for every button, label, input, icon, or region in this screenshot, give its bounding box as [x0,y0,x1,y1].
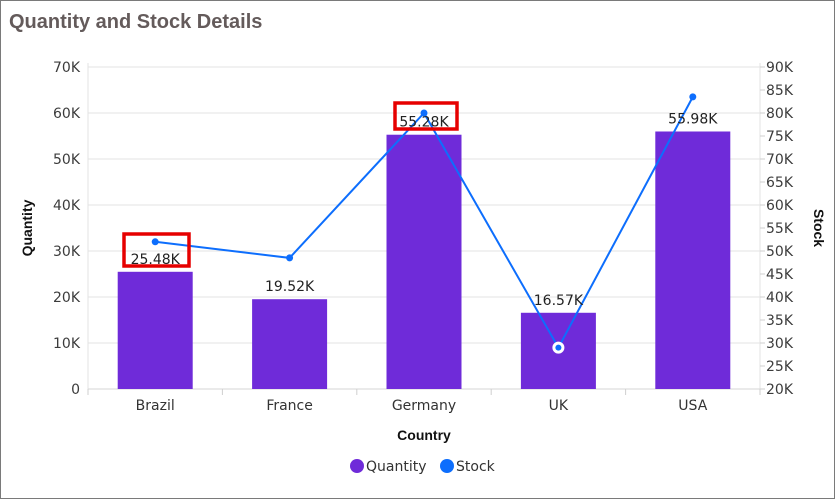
y-axis-tick-label: 0 [71,382,80,398]
y2-axis-tick-label: 60K [766,198,794,214]
x-axis-label-usa: USA [678,398,707,414]
y-axis-tick-label: 70K [53,60,81,76]
chart-title: Quantity and Stock Details [9,11,263,33]
highlight-box-germany [393,101,459,131]
y2-axis-tick-label: 40K [766,290,794,306]
bar-germany[interactable] [386,134,462,389]
legend-label: Stock [456,459,496,475]
y2-axis-tick-label: 50K [766,244,794,260]
y-axis-tick-label: 40K [53,198,81,214]
y-axis-tick-label: 10K [53,336,81,352]
quantity-bars [117,131,731,389]
y2-axis-tick-label: 20K [766,382,794,398]
y2-axis-tick-label: 30K [766,336,794,352]
y-axis-tick-label: 60K [53,106,81,122]
data-label-france: 19.52K [265,279,315,295]
x-axis-label-france: France [266,398,313,414]
legend-label: Quantity [366,459,427,475]
y-axis-tick-label: 20K [53,290,81,306]
stock-marker-germany[interactable] [420,109,428,117]
bar-brazil[interactable] [117,271,193,389]
y-axis-tick-label: 30K [53,244,81,260]
stock-marker-dot [555,344,562,351]
x-axis-label-brazil: Brazil [136,398,175,414]
stock-marker-brazil[interactable] [151,238,159,246]
y2-axis-tick-label: 85K [766,83,794,99]
stock-marker-france[interactable] [286,254,294,262]
data-label-usa: 55.98K [668,111,718,127]
x-axis-label-uk: UK [549,398,569,414]
bar-usa[interactable] [655,131,731,389]
stock-marker-usa[interactable] [689,93,697,101]
y2-axis-tick-label: 55K [766,221,794,237]
data-label-germany: 55.28K [399,115,449,131]
legend-marker-icon [350,459,364,473]
x-axis-title: Country [397,427,451,443]
bar-france[interactable] [252,299,328,389]
x-axis-label-germany: Germany [392,398,456,414]
y2-axis-tick-label: 80K [766,106,794,122]
y2-axis-tick-label: 35K [766,313,794,329]
legend-item-stock[interactable]: Stock [440,459,496,475]
y-axis-tick-label: 50K [53,152,81,168]
y2-axis-tick-label: 25K [766,359,794,375]
highlight-box-brazil [122,232,191,268]
legend-marker-icon [440,459,454,473]
y2-axis-tick-label: 65K [766,175,794,191]
legend: Quantity Stock [350,459,496,475]
y-axis-title: Quantity [19,199,35,256]
y2-axis-title: Stock [811,209,827,247]
data-label-brazil: 25.48K [131,252,181,268]
y2-axis-tick-label: 75K [766,129,794,145]
data-label-uk: 16.57K [534,293,584,309]
y2-axis-tick-label: 90K [766,60,794,76]
legend-item-quantity[interactable]: Quantity [350,459,427,475]
y2-axis-tick-label: 45K [766,267,794,283]
y2-axis-tick-label: 70K [766,152,794,168]
